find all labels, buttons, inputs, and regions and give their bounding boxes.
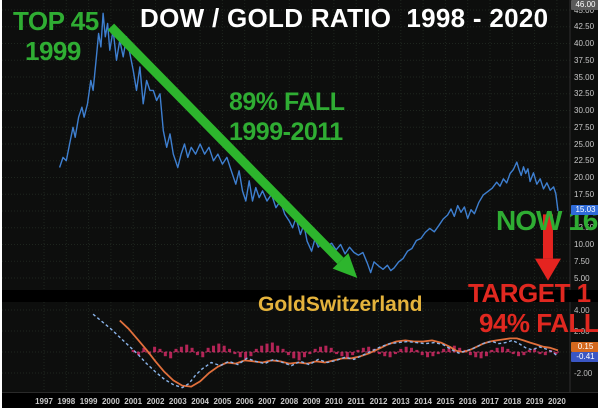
x-axis-tick: 2001 <box>124 397 143 406</box>
x-axis-tick: 2004 <box>191 397 209 406</box>
x-axis-tick: 2016 <box>458 397 477 406</box>
axis-badge-last-price: 15.03 <box>571 205 598 215</box>
x-axis-tick: 2018 <box>503 397 522 406</box>
x-axis-tick: 2007 <box>258 397 276 406</box>
annotation-target-1: TARGET 1 <box>468 278 591 308</box>
x-axis-tick: 2003 <box>168 397 187 406</box>
target-arrow <box>534 214 561 281</box>
x-axis-tick: 2013 <box>391 397 410 406</box>
y-axis-tick: 5.00 <box>574 273 590 283</box>
x-axis-tick: 2017 <box>481 397 499 406</box>
y-axis-tick: 2.00 <box>574 326 590 336</box>
x-axis-tick: 2011 <box>347 397 365 406</box>
x-axis-tick: 1998 <box>57 397 76 406</box>
indicator-main-line <box>119 319 559 388</box>
y-axis-tick: 10.00 <box>574 240 595 249</box>
x-axis: 1997 1998 1999 2000 2001 2002 2003 2004 2005 2006… <box>2 392 598 408</box>
x-axis-tick: 2008 <box>280 397 299 406</box>
axis-badge-high: 46.00 <box>571 0 598 10</box>
axis-badge-indicator-upper: 0.15 <box>571 342 598 352</box>
annotation-top-45: TOP 45 <box>13 6 99 36</box>
x-axis-tick: 2015 <box>436 397 455 406</box>
annotation-now-16: NOW 16 <box>496 205 598 236</box>
indicator-signal-line <box>92 313 559 389</box>
y-axis-tick: 42.50 <box>574 22 595 32</box>
y-axis-tick: 12.50 <box>574 223 595 233</box>
y-axis-tick: 17.50 <box>574 189 595 199</box>
y-axis-tick: 45.00 <box>574 5 595 15</box>
y-axis-tick: 32.50 <box>574 89 595 99</box>
x-axis-tick: 2019 <box>525 397 544 406</box>
y-axis-tick: 30.00 <box>574 106 595 115</box>
y-axis-tick: 25.00 <box>574 139 595 149</box>
y-axis-tick: 20.00 <box>574 173 595 182</box>
x-axis-tick: 1997 <box>35 397 53 406</box>
x-axis-tick: 2014 <box>414 397 432 406</box>
x-axis-tick: 2009 <box>302 397 321 406</box>
chart-title: DOW / GOLD RATIO 1998 - 2020 <box>140 3 549 33</box>
x-axis-tick: 2010 <box>324 397 343 406</box>
y-axis-tick: 4.00 <box>574 305 590 315</box>
axis-badge-indicator-lower: -0.41 <box>571 352 598 362</box>
x-axis-tick: 2020 <box>547 397 566 406</box>
x-axis-tick: 2000 <box>101 397 120 406</box>
annotation-94-fall: 94% FALL <box>479 308 598 338</box>
y-axis-tick: 37.50 <box>574 55 595 65</box>
y-axis-tick: 40.00 <box>574 39 595 48</box>
y-axis-tick: -2.00 <box>574 368 593 378</box>
y-axis-tick: 27.50 <box>574 122 595 132</box>
fall-arrow <box>107 23 358 278</box>
annotation-89-fall: 89% FALL <box>229 88 345 116</box>
panel-separator-band <box>2 290 598 302</box>
x-axis-tick: 1999 <box>79 397 98 406</box>
watermark-label: GoldSwitzerland <box>258 293 423 316</box>
x-axis-tick: 2012 <box>369 397 388 406</box>
x-axis-tick: 2005 <box>213 397 232 406</box>
annotation-top-year: 1999 <box>25 36 81 66</box>
annotation-fall-period: 1999-2011 <box>229 118 343 146</box>
y-axis-tick: 7.50 <box>574 256 590 266</box>
y-axis-tick: 35.00 <box>574 72 595 82</box>
x-axis-tick: 2002 <box>146 397 165 406</box>
y-axis-tick: 22.50 <box>574 156 595 166</box>
x-axis-tick: 2006 <box>235 397 254 406</box>
